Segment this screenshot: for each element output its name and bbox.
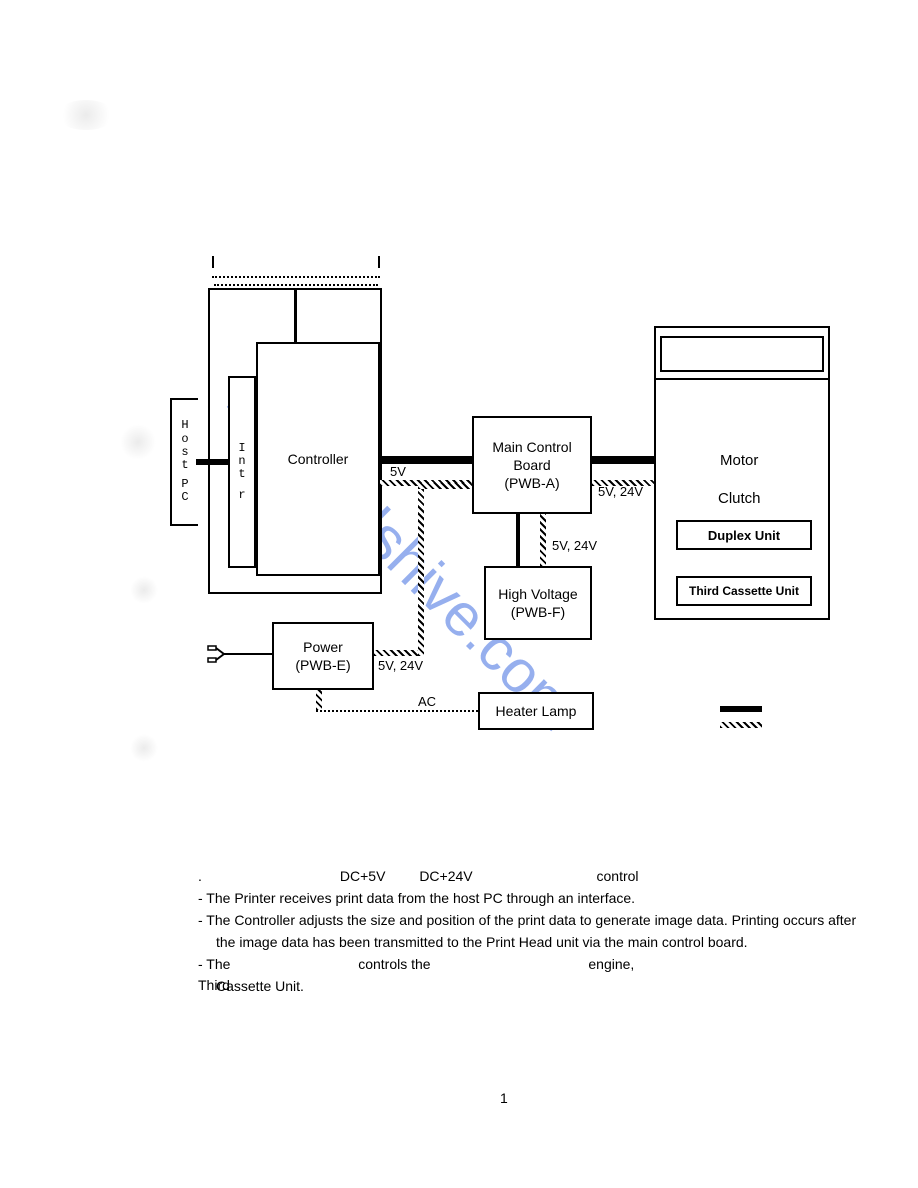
scan-artifact: [130, 576, 158, 604]
main-control-line2: Board: [513, 456, 550, 474]
controller-frame-top1: [212, 256, 380, 268]
label-5v24v-power: 5V, 24V: [378, 658, 423, 673]
heater-lamp-box: Heater Lamp: [478, 692, 594, 730]
right-frame-top-slot: [660, 336, 824, 372]
main-to-hv-hatched: [540, 514, 546, 566]
frame-top-connector: [294, 290, 297, 342]
power-ac-v: [316, 690, 322, 710]
label-5v24v-mid: 5V, 24V: [552, 538, 597, 553]
main-control-line1: Main Control: [492, 438, 571, 456]
hv-line1: High Voltage: [498, 585, 577, 603]
legend-solid: [720, 706, 762, 712]
high-voltage-box: High Voltage (PWB-F): [484, 566, 592, 640]
label-5v-left: 5V: [390, 464, 406, 479]
main-to-hv-solid: [516, 514, 520, 566]
plug-icon: [206, 644, 272, 664]
text-legend-row: . DC+5V DC+24V control: [198, 866, 898, 887]
page-number: 1: [500, 1090, 508, 1106]
power-to-main-h2: [418, 483, 472, 489]
body-line2: - The Controller adjusts the size and po…: [198, 910, 898, 931]
clutch-label: Clutch: [718, 490, 761, 507]
power-to-main-v: [418, 483, 424, 656]
legend-hatched: [720, 722, 762, 728]
power-box: Power (PWB-E): [272, 622, 374, 690]
controller-label: Controller: [288, 451, 349, 467]
controller-to-main-line: [380, 456, 472, 464]
duplex-label: Duplex Unit: [708, 528, 780, 543]
hv-line2: (PWB-F): [511, 603, 565, 621]
power-line2: (PWB-E): [295, 656, 350, 674]
page-container: manualshive.com HostPC Intr Controller M…: [0, 0, 918, 1188]
host-pc-box: HostPC: [170, 398, 198, 526]
scan-artifact: [56, 100, 116, 130]
controller-box: Controller: [256, 342, 380, 576]
body-line5: Cassette Unit.: [216, 976, 916, 997]
scan-artifact: [130, 734, 158, 762]
controller-top-dotted: [212, 276, 380, 278]
body-line3: the image data has been transmitted to t…: [216, 932, 916, 953]
controller-top-dotted2: [214, 284, 378, 286]
main-control-line3: (PWB-A): [504, 474, 559, 492]
heater-label: Heater Lamp: [496, 703, 577, 719]
main-to-right-line: [592, 456, 654, 464]
power-to-main-h: [374, 650, 424, 656]
hostpc-to-interface-line: [196, 459, 230, 465]
power-ac-h: [316, 710, 478, 712]
duplex-unit-box: Duplex Unit: [676, 520, 812, 550]
motor-label: Motor: [720, 452, 758, 469]
power-line1: Power: [303, 638, 343, 656]
label-5v24v-right: 5V, 24V: [598, 484, 643, 499]
body-line1: - The Printer receives print data from t…: [198, 888, 898, 909]
interface-box: Intr: [228, 376, 256, 568]
third-cassette-box: Third Cassette Unit: [676, 576, 812, 606]
scan-artifact: [120, 424, 156, 460]
label-ac: AC: [418, 694, 436, 709]
main-control-box: Main Control Board (PWB-A): [472, 416, 592, 514]
third-cassette-label: Third Cassette Unit: [689, 584, 799, 598]
